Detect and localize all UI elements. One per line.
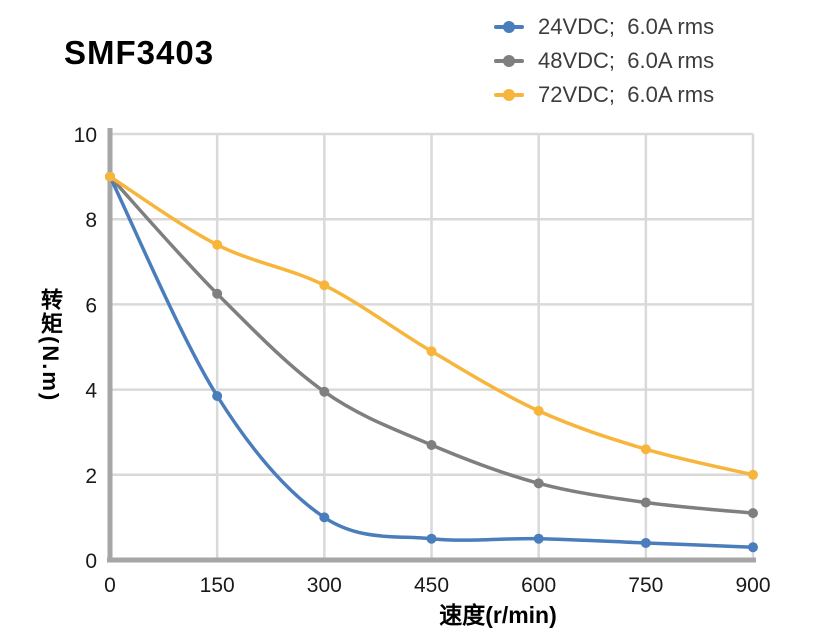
x-tick-label: 750 [628,574,663,597]
y-tick-label: 8 [85,209,97,232]
y-axis-label: 转矩(N.m) [38,288,63,403]
data-point-marker [319,386,330,397]
data-point-marker [640,444,651,455]
legend-item: 48VDC; 6.0A rms [494,44,714,78]
y-tick-label: 4 [85,380,97,403]
y-tick-label: 10 [74,124,97,147]
data-point-marker [212,239,223,250]
x-tick-label: 150 [200,574,235,597]
data-point-marker [105,171,115,182]
data-point-marker [533,478,544,489]
data-point-marker [212,288,223,299]
data-point-marker [426,346,437,357]
y-tick-label: 2 [85,465,97,488]
data-point-marker [748,508,758,519]
x-tick-label: 0 [104,574,116,597]
x-tick-label: 600 [521,574,556,597]
legend-item: 24VDC; 6.0A rms [494,10,714,44]
data-point-marker [748,469,758,480]
legend-label: 48VDC; 6.0A rms [538,48,715,73]
data-point-marker [426,533,437,544]
data-point-marker [426,439,437,450]
data-point-marker [640,497,651,508]
legend-line-dot-icon [494,55,524,67]
data-point-marker [533,405,544,416]
y-tick-label: 6 [85,294,97,317]
x-tick-label: 450 [414,574,449,597]
legend-line-dot-icon [494,21,524,33]
data-point-marker [319,512,330,523]
data-point-marker [212,390,223,401]
data-point-marker [748,542,758,553]
x-tick-label: 300 [307,574,342,597]
data-point-marker [640,537,651,548]
legend-label: 24VDC; 6.0A rms [538,14,715,39]
legend-item: 72VDC; 6.0A rms [494,78,714,112]
data-point-marker [533,533,544,544]
legend-label: 72VDC; 6.0A rms [538,82,715,107]
chart-title: SMF3403 [64,34,215,71]
x-axis-label: 速度(r/min) [439,602,557,628]
data-point-marker [319,280,330,291]
y-tick-label: 0 [85,550,97,573]
legend: 24VDC; 6.0A rms 48VDC; 6.0A rms 72VDC; 6.0… [494,10,714,112]
x-tick-label: 900 [735,574,770,597]
legend-line-dot-icon [494,89,524,101]
